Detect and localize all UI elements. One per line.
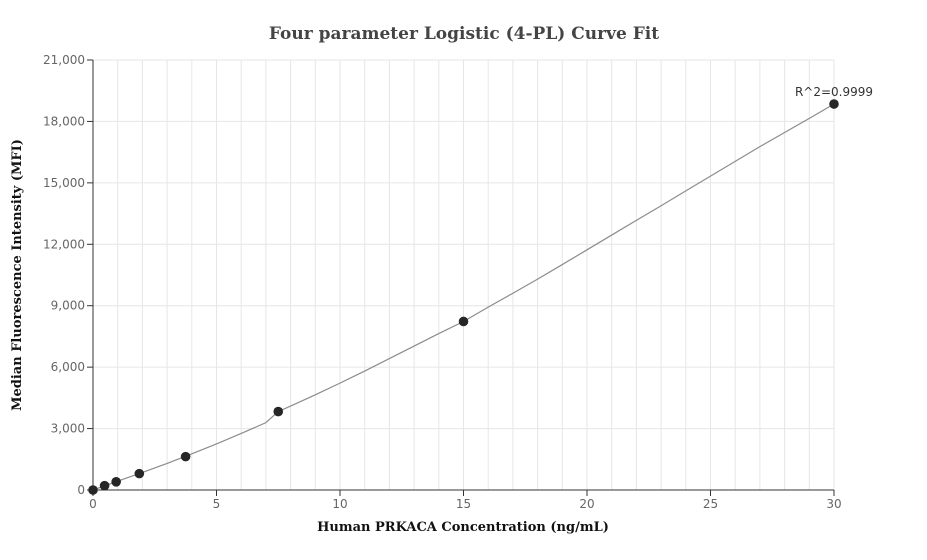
points-layer (88, 99, 839, 495)
y-tick-label: 12,000 (43, 237, 85, 251)
fit-curve-layer (92, 103, 835, 491)
y-tick-label: 9,000 (51, 299, 85, 313)
y-tick-label: 18,000 (43, 114, 85, 128)
data-point (829, 99, 839, 109)
y-axis-label: Median Fluorescence Intensity (MFI) (10, 139, 25, 411)
y-tick-label: 6,000 (51, 360, 85, 374)
data-point (134, 468, 145, 479)
data-point (99, 480, 110, 491)
grid-layer (92, 59, 835, 491)
x-tick-label: 10 (332, 497, 347, 511)
chart-title: Four parameter Logistic (4-PL) Curve Fit (269, 24, 659, 44)
data-point (273, 406, 284, 417)
x-axis-label: Human PRKACA Concentration (ng/mL) (317, 520, 609, 535)
fit-curve-line (92, 103, 835, 491)
data-point (111, 477, 121, 487)
data-point (180, 451, 191, 462)
y-tick-label: 15,000 (43, 176, 85, 190)
x-tick-label: 20 (579, 497, 594, 511)
y-tick-label: 3,000 (51, 422, 85, 436)
x-tick-label: 5 (213, 497, 221, 511)
y-tick-label: 0 (77, 483, 85, 497)
x-tick-label: 25 (703, 497, 718, 511)
annotation-layer: R^2=0.9999 (795, 85, 873, 99)
x-tick-label: 15 (456, 497, 471, 511)
y-tick-label: 21,000 (43, 53, 85, 67)
x-tick-label: 30 (826, 497, 841, 511)
axes-layer: 0 5 10 15 20 25 30 0 3,000 6,000 9,000 12,000 15,000… (43, 53, 842, 511)
data-point (458, 316, 469, 327)
data-point (88, 485, 98, 495)
x-tick-label: 0 (89, 497, 97, 511)
r-squared-annotation: R^2=0.9999 (795, 85, 873, 99)
